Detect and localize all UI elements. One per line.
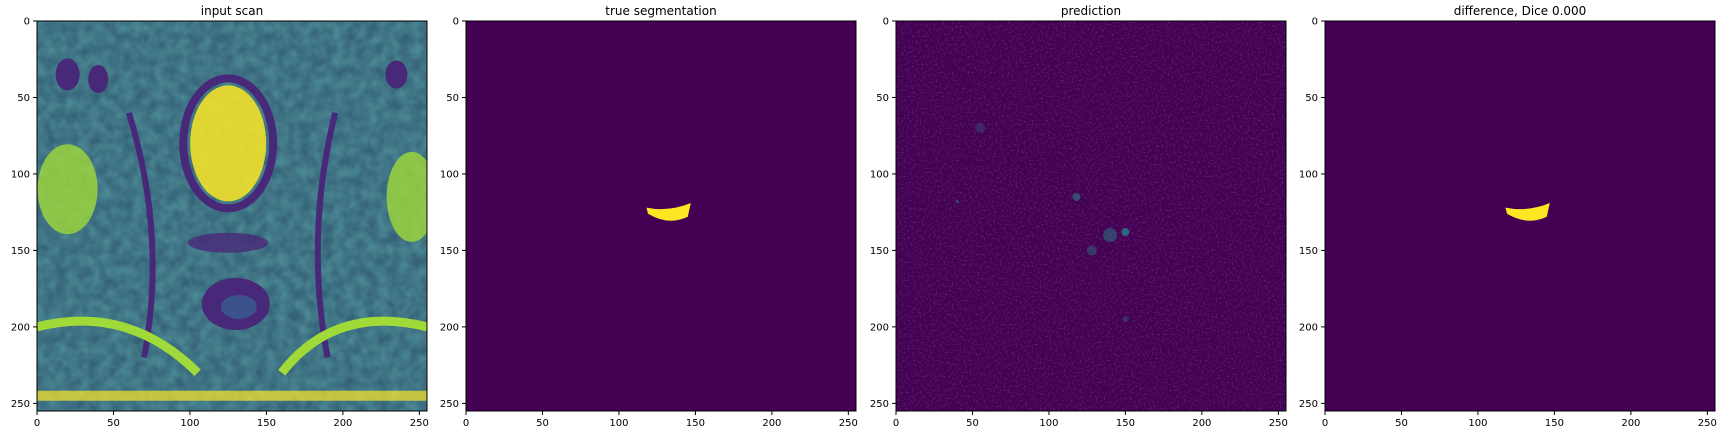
x-tick-label: 200 [762,418,781,429]
scan-structure [37,144,98,235]
x-tick-label: 250 [1269,418,1288,429]
prediction-spot [1103,228,1118,243]
y-tick-label: 0 [453,17,459,28]
y-tick-label: 250 [11,399,30,410]
x-tick-label: 0 [463,418,469,429]
prediction-spot [1121,228,1130,237]
x-tick-label: 200 [1192,418,1211,429]
y-tick-label: 50 [446,93,459,104]
y-tick-label: 100 [870,169,889,180]
x-tick-label: 100 [180,418,199,429]
panel-title: input scan [201,4,264,18]
heatmap-image [896,21,1286,411]
y-tick-label: 100 [440,169,459,180]
panel-title: prediction [1061,4,1121,18]
x-tick-label: 150 [1116,418,1135,429]
x-tick-label: 50 [966,418,979,429]
panel-2: true segmentation 0 50 100 150 200 250 0 50 100 15… [440,4,858,429]
y-tick-label: 50 [876,93,889,104]
panel-1: input scan 0 50 100 150 200 250 0 50 100 150 200 250 [11,4,429,429]
scan-structure [190,85,267,202]
scan-structure [278,316,427,376]
y-tick-label: 0 [883,17,889,28]
scan-structure [314,112,339,359]
y-tick-label: 150 [440,246,459,257]
y-tick-label: 200 [1299,322,1318,333]
axes-frame [895,20,1287,412]
heatmap-image [1325,21,1715,411]
axes-frame [465,20,857,412]
y-tick-label: 0 [1312,17,1318,28]
y-tick-label: 200 [11,322,30,333]
scan-structure [188,232,269,253]
scan-structure [37,316,201,376]
x-tick-label: 100 [609,418,628,429]
x-tick-label: 150 [686,418,705,429]
x-tick-label: 200 [333,418,352,429]
scan-structure [220,295,257,319]
prediction-spot [1122,316,1129,323]
y-tick-label: 200 [440,322,459,333]
prediction-spot [1086,245,1097,256]
x-tick-label: 150 [257,418,276,429]
y-tick-label: 250 [440,399,459,410]
panel-title: true segmentation [605,4,716,18]
scan-structure [55,58,80,91]
y-tick-label: 100 [1299,169,1318,180]
x-tick-label: 100 [1468,418,1487,429]
panel-3: prediction 0 50 100 150 200 250 0 50 100 150 200 250 [870,4,1288,429]
panel-4: difference, Dice 0.000 0 50 100 150 200 250 0 50… [1299,4,1717,429]
x-tick-label: 250 [410,418,429,429]
scan-structure [386,151,427,242]
scan-structure [385,60,408,89]
scan-structure [179,74,278,213]
prediction-spot [1072,192,1081,201]
scan-structure [88,65,109,94]
heatmap-image [466,21,856,411]
scan-structure [125,111,156,359]
y-tick-label: 50 [1305,93,1318,104]
y-tick-label: 250 [1299,399,1318,410]
segmentation-region [646,203,691,221]
heatmap-image [37,21,427,411]
y-tick-label: 0 [24,17,30,28]
x-tick-label: 0 [893,418,899,429]
x-tick-label: 250 [1698,418,1717,429]
x-tick-label: 0 [1322,418,1328,429]
x-tick-label: 0 [34,418,40,429]
axes-frame [1324,20,1716,412]
prediction-noise [896,21,1286,411]
y-tick-label: 200 [870,322,889,333]
segmentation-region [1505,203,1550,221]
x-tick-label: 50 [107,418,120,429]
x-tick-label: 50 [536,418,549,429]
x-tick-label: 200 [1621,418,1640,429]
x-tick-label: 50 [1395,418,1408,429]
y-tick-label: 150 [11,246,30,257]
y-tick-label: 100 [11,169,30,180]
prediction-spot [975,123,986,134]
y-tick-label: 150 [870,246,889,257]
y-tick-label: 250 [870,399,889,410]
y-tick-label: 50 [17,93,30,104]
prediction-spot [955,199,959,203]
panel-title: difference, Dice 0.000 [1454,4,1587,18]
y-tick-label: 150 [1299,246,1318,257]
x-tick-label: 150 [1545,418,1564,429]
x-tick-label: 250 [839,418,858,429]
axes-frame [36,20,428,412]
x-tick-label: 100 [1039,418,1058,429]
